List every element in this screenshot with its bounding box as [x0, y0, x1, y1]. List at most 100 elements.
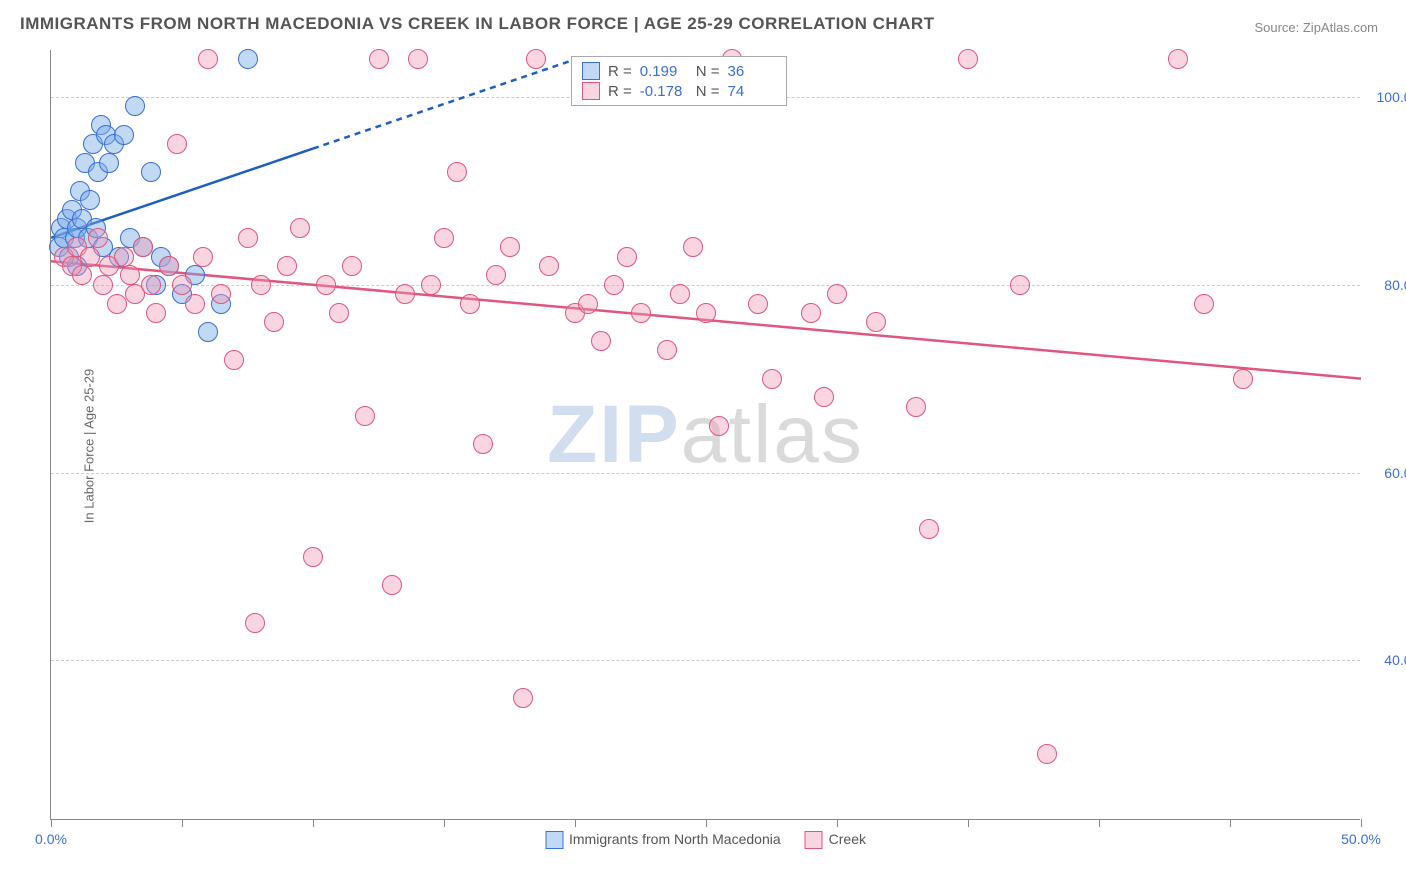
data-point	[72, 265, 92, 285]
gridline	[51, 473, 1360, 474]
data-point	[369, 49, 389, 69]
stat-n-value: 36	[728, 63, 776, 80]
data-point	[245, 613, 265, 633]
legend-label: Immigrants from North Macedonia	[569, 831, 781, 847]
data-point	[683, 237, 703, 257]
stat-n-value: 74	[728, 83, 776, 100]
trend-line	[51, 50, 1361, 820]
data-point	[591, 331, 611, 351]
stat-n-label: N =	[696, 63, 720, 80]
stat-r-label: R =	[608, 83, 632, 100]
data-point	[539, 256, 559, 276]
stats-swatch	[582, 62, 600, 80]
x-tick	[837, 819, 838, 827]
x-tick	[1099, 819, 1100, 827]
data-point	[303, 547, 323, 567]
y-tick-label: 80.0%	[1364, 277, 1406, 293]
x-tick	[968, 819, 969, 827]
data-point	[617, 247, 637, 267]
data-point	[1037, 744, 1057, 764]
data-point	[696, 303, 716, 323]
data-point	[748, 294, 768, 314]
data-point	[329, 303, 349, 323]
data-point	[421, 275, 441, 295]
data-point	[251, 275, 271, 295]
x-tick	[1230, 819, 1231, 827]
data-point	[578, 294, 598, 314]
data-point	[631, 303, 651, 323]
legend-item: Creek	[805, 831, 866, 849]
data-point	[906, 397, 926, 417]
data-point	[159, 256, 179, 276]
x-tick	[575, 819, 576, 827]
data-point	[290, 218, 310, 238]
data-point	[460, 294, 480, 314]
data-point	[107, 294, 127, 314]
data-point	[198, 49, 218, 69]
data-point	[827, 284, 847, 304]
stats-legend-box: R = 0.199 N = 36 R = -0.178 N = 74	[571, 56, 787, 106]
data-point	[185, 294, 205, 314]
data-point	[224, 350, 244, 370]
data-point	[264, 312, 284, 332]
x-tick	[313, 819, 314, 827]
y-tick-label: 60.0%	[1364, 465, 1406, 481]
data-point	[657, 340, 677, 360]
data-point	[114, 247, 134, 267]
data-point	[447, 162, 467, 182]
data-point	[500, 237, 520, 257]
data-point	[670, 284, 690, 304]
data-point	[486, 265, 506, 285]
legend-swatch	[805, 831, 823, 849]
data-point	[198, 322, 218, 342]
data-point	[866, 312, 886, 332]
data-point	[141, 275, 161, 295]
gridline	[51, 285, 1360, 286]
data-point	[395, 284, 415, 304]
data-point	[167, 134, 187, 154]
stat-n-label: N =	[696, 83, 720, 100]
data-point	[1233, 369, 1253, 389]
data-point	[146, 303, 166, 323]
data-point	[709, 416, 729, 436]
data-point	[382, 575, 402, 595]
stats-row: R = 0.199 N = 36	[582, 61, 776, 81]
data-point	[93, 275, 113, 295]
data-point	[211, 284, 231, 304]
legend-item: Immigrants from North Macedonia	[545, 831, 781, 849]
legend-label: Creek	[829, 831, 866, 847]
data-point	[141, 162, 161, 182]
stat-r-value: -0.178	[640, 83, 688, 100]
stat-r-label: R =	[608, 63, 632, 80]
legend-swatch	[545, 831, 563, 849]
stats-swatch	[582, 82, 600, 100]
y-tick-label: 40.0%	[1364, 652, 1406, 668]
x-tick	[706, 819, 707, 827]
chart-source: Source: ZipAtlas.com	[1254, 20, 1378, 35]
x-tick-label: 0.0%	[35, 831, 67, 847]
plot-area: ZIPatlas R =0.199N =36R =-0.178N =74 Imm…	[50, 50, 1360, 820]
data-point	[80, 247, 100, 267]
data-point	[604, 275, 624, 295]
legend-bottom: Immigrants from North Macedonia Creek	[545, 831, 866, 849]
data-point	[434, 228, 454, 248]
trend-line	[51, 50, 1361, 820]
data-point	[526, 49, 546, 69]
data-point	[99, 153, 119, 173]
data-point	[473, 434, 493, 454]
trend-line	[51, 50, 1361, 820]
stats-row: R = -0.178 N = 74	[582, 81, 776, 101]
x-tick	[1361, 819, 1362, 827]
data-point	[1168, 49, 1188, 69]
y-tick-label: 100.0%	[1364, 89, 1406, 105]
data-point	[133, 237, 153, 257]
data-point	[125, 96, 145, 116]
stat-r-value: 0.199	[640, 63, 688, 80]
data-point	[408, 49, 428, 69]
data-point	[801, 303, 821, 323]
data-point	[114, 125, 134, 145]
data-point	[238, 228, 258, 248]
x-tick	[444, 819, 445, 827]
data-point	[342, 256, 362, 276]
data-point	[513, 688, 533, 708]
